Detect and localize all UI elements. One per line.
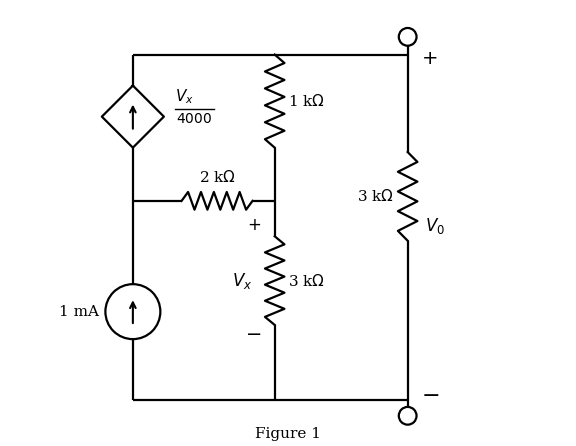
Text: 1 k$\Omega$: 1 k$\Omega$ bbox=[288, 93, 325, 109]
Text: $V_x$: $V_x$ bbox=[232, 271, 252, 291]
Text: 2 k$\Omega$: 2 k$\Omega$ bbox=[199, 169, 236, 186]
Text: $+$: $+$ bbox=[421, 50, 437, 68]
Text: 3 k$\Omega$: 3 k$\Omega$ bbox=[288, 273, 325, 289]
Text: $+$: $+$ bbox=[247, 217, 262, 234]
Text: 3 k$\Omega$: 3 k$\Omega$ bbox=[358, 188, 395, 204]
Text: Figure 1: Figure 1 bbox=[255, 426, 321, 441]
Text: $4000$: $4000$ bbox=[176, 112, 213, 126]
Text: $V_x$: $V_x$ bbox=[175, 87, 194, 106]
Text: $-$: $-$ bbox=[245, 324, 262, 342]
Text: 1 mA: 1 mA bbox=[59, 305, 98, 318]
Text: $V_0$: $V_0$ bbox=[426, 216, 445, 236]
Text: $-$: $-$ bbox=[421, 383, 439, 405]
